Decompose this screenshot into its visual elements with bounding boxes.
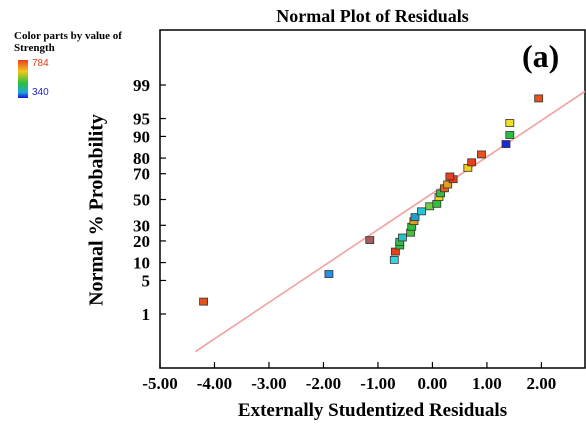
y-tick-label: 80 xyxy=(133,149,150,168)
plot-frame xyxy=(159,29,586,369)
data-point xyxy=(417,207,426,216)
data-point xyxy=(501,140,511,148)
x-tick-label: -2.00 xyxy=(306,374,341,393)
data-point xyxy=(199,297,208,306)
legend-min-label: 340 xyxy=(32,87,49,98)
color-legend: Color parts by value of Strength 784 340 xyxy=(14,30,164,98)
y-axis-label: Normal % Probability xyxy=(85,114,108,306)
x-tick-label: -3.00 xyxy=(251,374,286,393)
y-tick-label: 90 xyxy=(133,127,150,146)
y-tick-label: 5 xyxy=(142,271,151,290)
data-point xyxy=(505,131,515,139)
y-tick-label: 70 xyxy=(133,165,150,184)
x-tick-label: 2.00 xyxy=(527,374,557,393)
x-tick-label: 1.00 xyxy=(472,374,502,393)
y-tick-label: 99 xyxy=(133,76,150,95)
data-point xyxy=(534,94,544,103)
data-point xyxy=(410,213,420,222)
chart-title: Normal Plot of Residuals xyxy=(276,6,469,26)
data-point xyxy=(365,236,375,244)
reference-line xyxy=(194,90,585,353)
data-point xyxy=(389,255,399,264)
y-tick-label: 1 xyxy=(142,305,151,324)
data-point xyxy=(432,199,442,208)
x-tick-label: -4.00 xyxy=(197,374,232,393)
y-tick-label: 20 xyxy=(133,232,150,251)
y-tick-label: 30 xyxy=(133,216,150,235)
data-point xyxy=(445,172,455,181)
data-point xyxy=(505,119,515,127)
y-tick-label: 50 xyxy=(133,191,150,210)
data-point xyxy=(324,270,334,278)
legend-title: Color parts by value of Strength xyxy=(14,30,122,54)
data-point xyxy=(443,180,453,189)
y-tick-label: 95 xyxy=(133,110,150,129)
x-axis-label: Externally Studentized Residuals xyxy=(237,400,508,421)
data-point xyxy=(398,233,407,242)
data-point xyxy=(477,150,486,159)
panel-label: (a) xyxy=(522,38,560,74)
x-tick-label: -5.00 xyxy=(142,374,177,393)
legend-max-label: 784 xyxy=(32,58,49,69)
x-tick-label: -1.00 xyxy=(360,374,395,393)
data-point xyxy=(467,158,477,167)
legend-color-bar xyxy=(18,60,28,98)
x-tick-label: 0.00 xyxy=(418,374,448,393)
y-tick-label: 10 xyxy=(133,254,150,273)
